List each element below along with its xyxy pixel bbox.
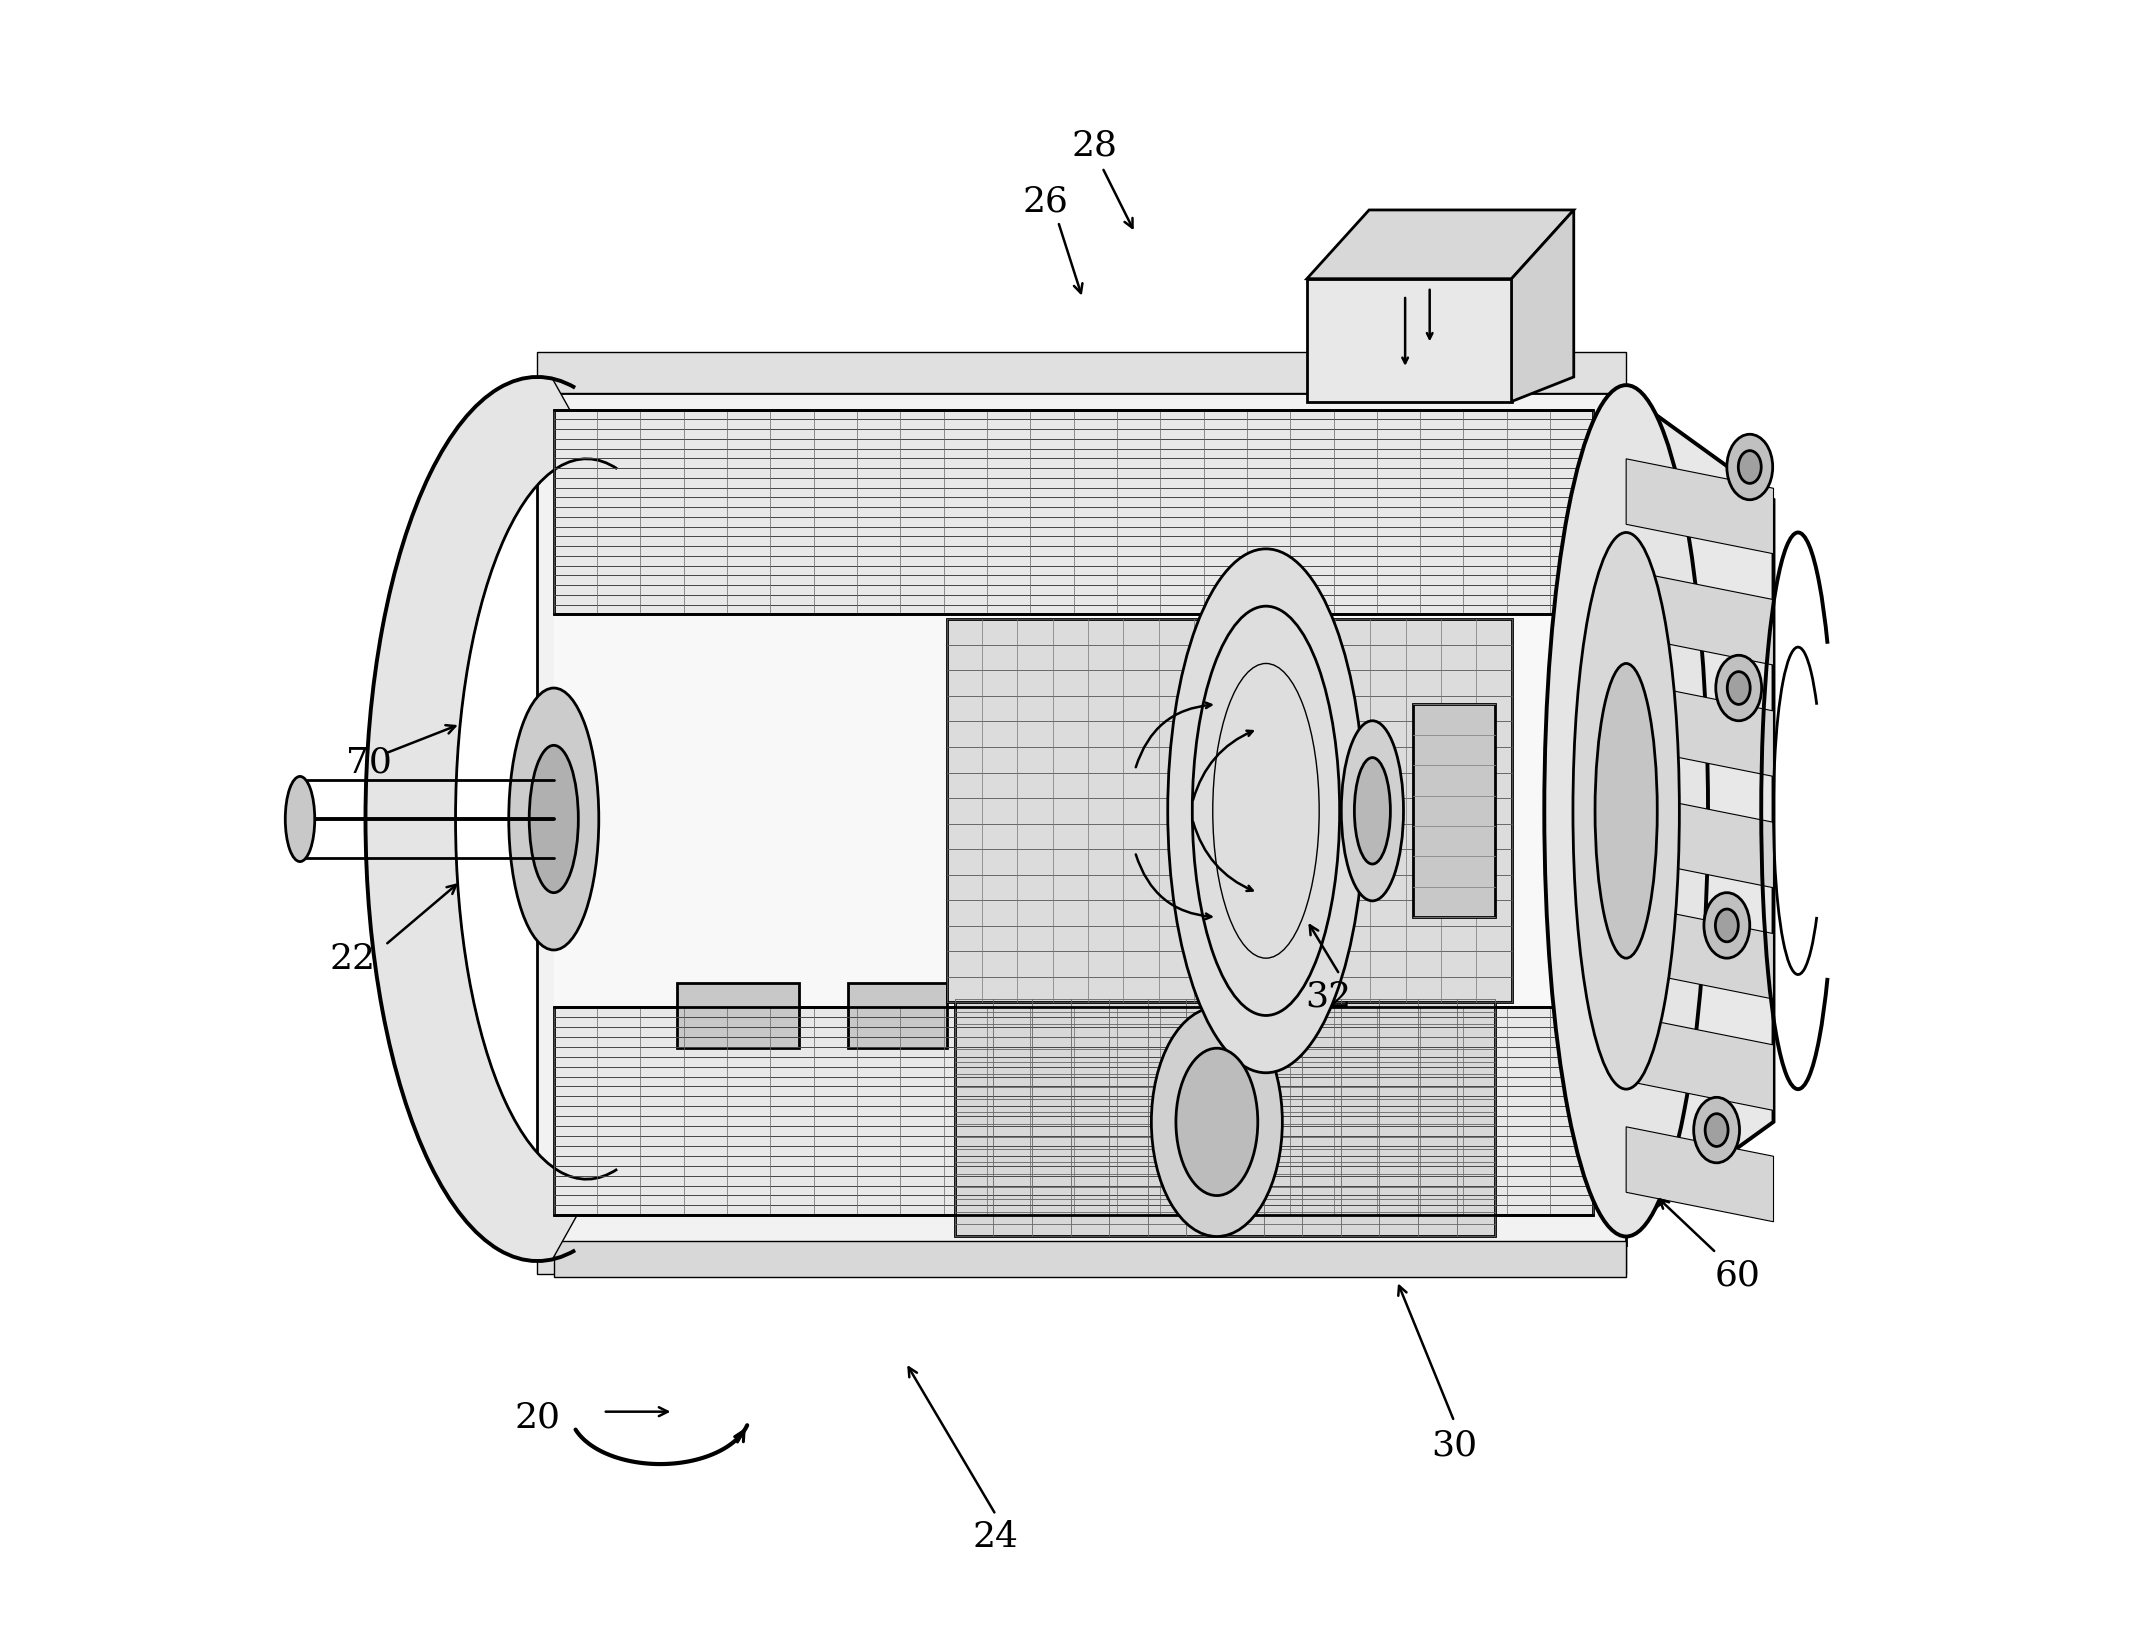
- Polygon shape: [849, 983, 948, 1049]
- Ellipse shape: [1596, 664, 1658, 959]
- Polygon shape: [1626, 1016, 1773, 1111]
- Polygon shape: [1626, 1128, 1773, 1223]
- Polygon shape: [954, 1000, 1495, 1237]
- Ellipse shape: [1694, 1098, 1739, 1164]
- Ellipse shape: [1572, 533, 1679, 1090]
- Polygon shape: [1626, 793, 1773, 888]
- Ellipse shape: [1728, 672, 1750, 705]
- Text: 28: 28: [1072, 128, 1117, 162]
- Ellipse shape: [1168, 549, 1365, 1074]
- Ellipse shape: [284, 777, 314, 862]
- Text: 24: 24: [973, 1519, 1018, 1554]
- Ellipse shape: [1715, 910, 1739, 942]
- Polygon shape: [1626, 682, 1773, 777]
- Polygon shape: [537, 352, 1626, 393]
- Text: 32: 32: [1305, 978, 1352, 1013]
- Polygon shape: [1307, 280, 1512, 402]
- Polygon shape: [1626, 570, 1773, 665]
- Text: 70: 70: [347, 746, 391, 779]
- Polygon shape: [1626, 393, 1773, 1229]
- Text: 26: 26: [1022, 184, 1067, 218]
- Ellipse shape: [528, 746, 578, 893]
- Ellipse shape: [1176, 1049, 1258, 1196]
- Ellipse shape: [509, 688, 599, 951]
- Polygon shape: [554, 1008, 1594, 1216]
- Text: 22: 22: [329, 941, 376, 975]
- Text: 30: 30: [1431, 1428, 1478, 1462]
- Ellipse shape: [1705, 893, 1750, 959]
- Polygon shape: [366, 377, 599, 1262]
- Ellipse shape: [1715, 656, 1763, 721]
- Text: 60: 60: [1715, 1257, 1760, 1292]
- Polygon shape: [554, 615, 1594, 1008]
- Text: 20: 20: [513, 1400, 560, 1434]
- Polygon shape: [537, 1246, 1626, 1275]
- Polygon shape: [1626, 459, 1773, 554]
- Ellipse shape: [1705, 1115, 1728, 1147]
- Polygon shape: [948, 620, 1512, 1003]
- Polygon shape: [1414, 705, 1495, 918]
- Polygon shape: [1307, 211, 1574, 280]
- Polygon shape: [554, 410, 1594, 615]
- Ellipse shape: [1544, 385, 1709, 1237]
- Ellipse shape: [1726, 434, 1773, 500]
- Polygon shape: [554, 1242, 1626, 1278]
- Polygon shape: [1512, 211, 1574, 402]
- Polygon shape: [537, 393, 1626, 1246]
- Ellipse shape: [1151, 1008, 1283, 1237]
- Ellipse shape: [1354, 759, 1390, 864]
- Polygon shape: [676, 983, 800, 1049]
- Ellipse shape: [1341, 721, 1403, 901]
- Ellipse shape: [1739, 451, 1760, 484]
- Polygon shape: [1626, 905, 1773, 1000]
